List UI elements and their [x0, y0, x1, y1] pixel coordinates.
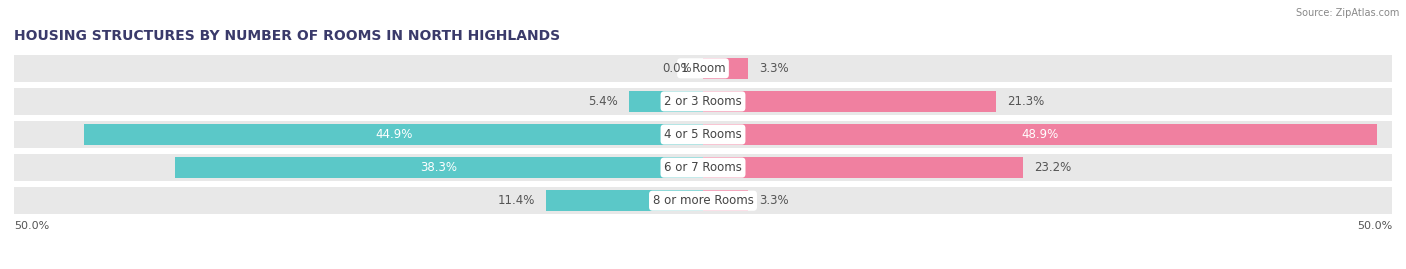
Text: 6 or 7 Rooms: 6 or 7 Rooms	[664, 161, 742, 174]
Bar	[628, 91, 703, 112]
Text: 8 or more Rooms: 8 or more Rooms	[652, 194, 754, 207]
Text: 50.0%: 50.0%	[14, 221, 49, 231]
Text: Source: ZipAtlas.com: Source: ZipAtlas.com	[1295, 8, 1399, 18]
Bar	[703, 190, 748, 211]
Bar	[14, 121, 1392, 148]
Bar	[14, 154, 1392, 181]
Text: 11.4%: 11.4%	[498, 194, 534, 207]
Bar	[84, 124, 703, 145]
Bar	[176, 157, 703, 178]
Text: 4 or 5 Rooms: 4 or 5 Rooms	[664, 128, 742, 141]
Bar	[14, 55, 1392, 82]
Text: 44.9%: 44.9%	[375, 128, 412, 141]
Text: 23.2%: 23.2%	[1033, 161, 1071, 174]
Text: 0.0%: 0.0%	[662, 62, 692, 75]
Text: 38.3%: 38.3%	[420, 161, 457, 174]
Bar	[703, 124, 1376, 145]
Text: 5.4%: 5.4%	[588, 95, 617, 108]
Text: HOUSING STRUCTURES BY NUMBER OF ROOMS IN NORTH HIGHLANDS: HOUSING STRUCTURES BY NUMBER OF ROOMS IN…	[14, 29, 560, 43]
Text: 50.0%: 50.0%	[1357, 221, 1392, 231]
Bar	[14, 88, 1392, 115]
Text: 48.9%: 48.9%	[1021, 128, 1059, 141]
Text: 3.3%: 3.3%	[759, 62, 789, 75]
Bar	[703, 91, 997, 112]
Text: 1 Room: 1 Room	[681, 62, 725, 75]
Bar	[14, 187, 1392, 214]
Text: 2 or 3 Rooms: 2 or 3 Rooms	[664, 95, 742, 108]
Bar	[546, 190, 703, 211]
Bar	[703, 157, 1022, 178]
Text: 3.3%: 3.3%	[759, 194, 789, 207]
Text: 21.3%: 21.3%	[1008, 95, 1045, 108]
Bar	[703, 58, 748, 79]
